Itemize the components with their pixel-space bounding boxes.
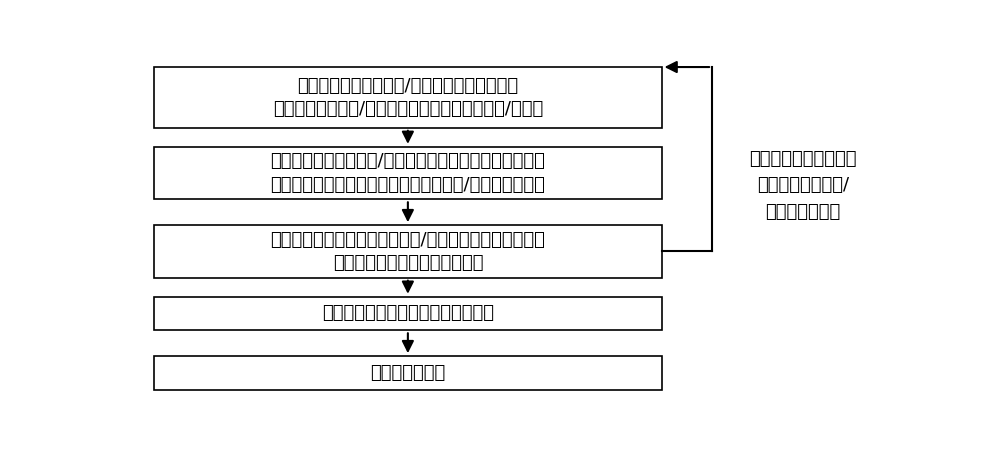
Bar [154, 297, 662, 331]
Text: 回收加热脱附处理后的
可循环再生硫化钴/
多孔炭复合材料: 回收加热脱附处理后的 可循环再生硫化钴/ 多孔炭复合材料 [749, 150, 857, 220]
Bar [154, 147, 662, 200]
Bar [154, 225, 662, 278]
Bar [154, 356, 662, 390]
Text: 利用可循环再生硫化钴/多孔炭复合材料吸附有色冶炼烟气
中汞，得到吸附汞后的可循环再生硫化钴/多孔炭复合材料: 利用可循环再生硫化钴/多孔炭复合材料吸附有色冶炼烟气 中汞，得到吸附汞后的可循环… [270, 152, 545, 194]
Text: 对吸附汞后的可循环再生硫化钴/多孔炭复合材料进行加热
脱附处理，得到脱附后的汞蒸气: 对吸附汞后的可循环再生硫化钴/多孔炭复合材料进行加热 脱附处理，得到脱附后的汞蒸… [270, 231, 545, 272]
Text: 选取可循环再生硫化钴/多孔炭复合材料，并将
可循环再生硫化钴/多孔炭复合材料投放至固定床/流化床: 选取可循环再生硫化钴/多孔炭复合材料，并将 可循环再生硫化钴/多孔炭复合材料投放… [273, 76, 543, 118]
Bar [154, 67, 662, 128]
Text: 对脱附后的汞蒸气进行冷凝回收处理: 对脱附后的汞蒸气进行冷凝回收处理 [322, 305, 494, 323]
Text: 得到烟气汞产品: 得到烟气汞产品 [370, 364, 446, 382]
